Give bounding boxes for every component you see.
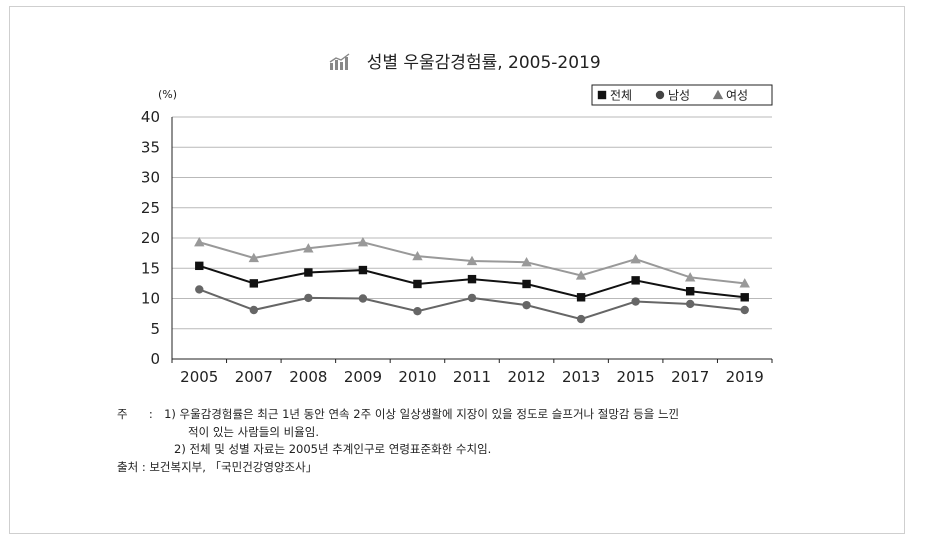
data-point-남성 — [413, 307, 422, 316]
x-tick-label: 2015 — [617, 368, 655, 386]
source-text: 출처 : 보건복지부, 「국민건강영양조사」 — [117, 459, 318, 474]
x-tick-label: 2019 — [726, 368, 764, 386]
data-point-전체 — [195, 261, 204, 271]
data-point-전체 — [304, 268, 313, 277]
x-tick-label: 2012 — [507, 368, 545, 386]
data-point-여성 — [412, 250, 423, 261]
data-point-전체 — [249, 279, 259, 288]
note-2-text: 2) 전체 및 성별 자료는 2005년 추계인구로 연령표준화한 수치임. — [174, 442, 492, 456]
data-point-남성 — [249, 305, 259, 315]
data-point-여성 — [739, 278, 750, 288]
note-sep: : — [148, 407, 153, 421]
data-point-전체 — [576, 293, 586, 302]
y-tick-label: 0 — [150, 350, 160, 368]
note-2: 2) 전체 및 성별 자료는 2005년 추계인구로 연령표준화한 수치임. — [117, 441, 679, 459]
chart-notes: 주 : 1) 우울감경험률은 최근 1년 동안 연속 2주 이상 일상생활에 지… — [117, 406, 679, 476]
y-tick-label: 40 — [141, 108, 160, 126]
data-point-남성 — [576, 314, 586, 324]
data-point-여성 — [357, 237, 369, 247]
y-tick-label: 30 — [141, 169, 160, 187]
chart-title: 성별 우울감경험률, 2005-2019 — [366, 53, 601, 73]
y-tick-label: 35 — [141, 138, 160, 156]
data-point-남성 — [685, 299, 695, 309]
y-tick-label: 20 — [141, 229, 160, 247]
data-point-전체 — [740, 293, 749, 302]
x-tick-label: 2007 — [235, 368, 273, 386]
source-line: 출처 : 보건복지부, 「국민건강영양조사」 — [117, 459, 679, 477]
x-tick-label: 2013 — [562, 368, 600, 386]
data-point-남성 — [522, 300, 531, 310]
x-tick-label: 2010 — [398, 368, 436, 386]
data-point-여성 — [630, 253, 641, 264]
legend-marker — [712, 89, 724, 100]
data-point-남성 — [358, 294, 368, 303]
y-axis-label: (%) — [158, 88, 177, 101]
data-point-남성 — [195, 285, 204, 294]
data-point-여성 — [466, 255, 478, 266]
chart-title-row: 성별 우울감경험률, 2005-2019 — [0, 48, 930, 76]
legend-label: 전체 — [610, 89, 632, 103]
x-tick-label: 2011 — [453, 368, 491, 386]
data-point-전체 — [413, 279, 422, 289]
x-tick-label: 2009 — [344, 368, 382, 386]
legend-marker — [655, 90, 665, 100]
data-point-남성 — [631, 297, 640, 306]
x-tick-label: 2008 — [289, 368, 327, 386]
legend-label: 여성 — [726, 89, 748, 103]
data-point-전체 — [685, 287, 695, 296]
note-1-cont: 적이 있는 사람들의 비율임. — [117, 424, 679, 442]
legend-label: 남성 — [668, 89, 690, 103]
data-point-남성 — [467, 293, 477, 303]
data-point-여성 — [521, 257, 532, 267]
data-point-여성 — [248, 252, 260, 263]
note-1: 주 : 1) 우울감경험률은 최근 1년 동안 연속 2주 이상 일상생활에 지… — [117, 406, 679, 424]
bar-chart-icon — [329, 53, 351, 76]
note-1-line-1: 1) 우울감경험률은 최근 1년 동안 연속 2주 이상 일상생활에 지장이 있… — [164, 407, 680, 421]
data-point-여성 — [575, 270, 587, 280]
data-point-남성 — [304, 293, 313, 303]
y-tick-label: 25 — [141, 199, 160, 217]
note-label: 주 — [117, 407, 128, 421]
data-point-남성 — [740, 305, 749, 315]
data-point-전체 — [522, 279, 531, 289]
x-tick-label: 2005 — [180, 368, 218, 386]
data-point-전체 — [467, 274, 477, 284]
y-tick-label: 5 — [150, 320, 160, 338]
y-tick-label: 10 — [141, 290, 160, 308]
data-point-여성 — [194, 237, 205, 247]
data-point-여성 — [303, 243, 314, 253]
note-1-line-2: 적이 있는 사람들의 비율임. — [188, 424, 320, 439]
legend-marker — [597, 90, 607, 100]
data-point-전체 — [358, 265, 368, 275]
legend-box — [591, 84, 773, 106]
data-point-전체 — [631, 276, 640, 285]
x-tick-label: 2017 — [671, 368, 709, 386]
data-point-여성 — [684, 272, 696, 282]
y-tick-label: 15 — [141, 259, 160, 277]
